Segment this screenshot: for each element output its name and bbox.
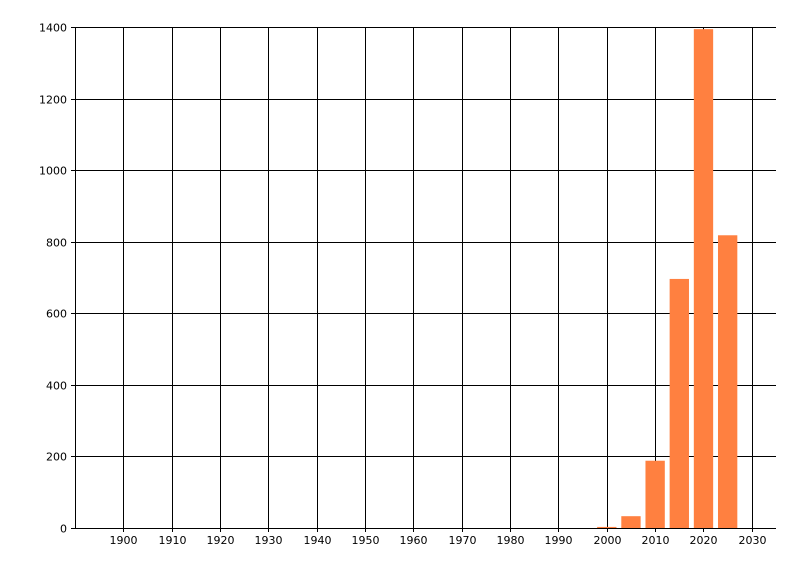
axes <box>75 27 776 529</box>
y-tick-label: 1000 <box>39 165 67 178</box>
y-tick-label: 200 <box>46 451 67 464</box>
bar-2025 <box>717 235 738 528</box>
bar-2020 <box>693 29 714 528</box>
y-tick-label: 1200 <box>39 94 67 107</box>
x-tick-label: 1980 <box>497 534 525 547</box>
x-tick-label: 1920 <box>207 534 235 547</box>
x-tick-label: 2030 <box>739 534 767 547</box>
x-tick-label: 1960 <box>400 534 428 547</box>
bar-2010 <box>645 460 665 528</box>
x-tick-label: 1940 <box>304 534 332 547</box>
y-tick-label: 0 <box>60 523 67 536</box>
y-tick-label: 800 <box>46 237 67 250</box>
x-tick-label: 2020 <box>690 534 718 547</box>
x-tick-label: 1950 <box>352 534 380 547</box>
x-tick-label: 1970 <box>449 534 477 547</box>
x-tick-label: 2010 <box>642 534 670 547</box>
x-tick-label: 1930 <box>255 534 283 547</box>
y-tick-label: 600 <box>46 308 67 321</box>
bar-2005 <box>621 516 641 528</box>
bar-2000 <box>597 526 617 528</box>
bars <box>597 29 738 528</box>
x-tick-label: 1990 <box>545 534 573 547</box>
x-tick-label: 2000 <box>594 534 622 547</box>
x-tick-labels: 1900 1910 1920 1930 1940 1950 1960 1970 1980 1990… <box>110 534 767 547</box>
x-tick-label: 1900 <box>110 534 138 547</box>
y-tick-label: 1400 <box>39 22 67 35</box>
bar-2015 <box>669 278 689 528</box>
y-tick-labels: 0 200 400 600 800 1000 1200 1400 <box>39 22 67 536</box>
x-tick-label: 1910 <box>159 534 187 547</box>
y-tick-label: 400 <box>46 380 67 393</box>
